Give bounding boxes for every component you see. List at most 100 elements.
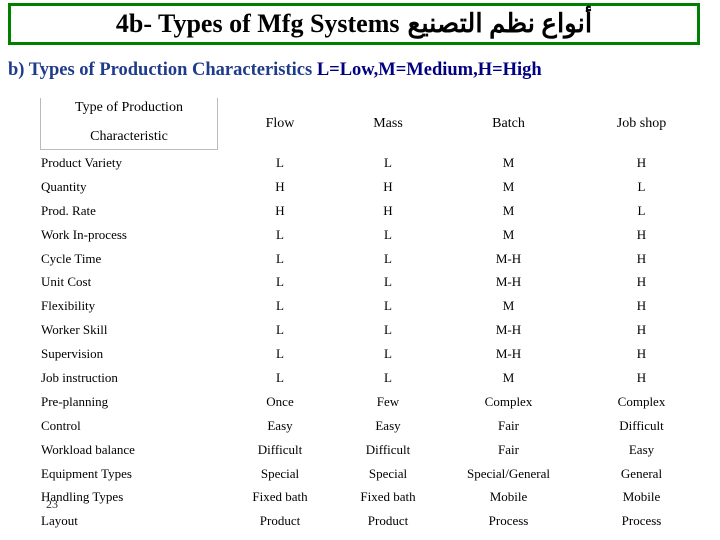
slide-title-arabic: أنواع نظم التصنيع (407, 9, 593, 38)
table-cell: M (502, 154, 515, 170)
table-cell: L (384, 322, 392, 338)
table-cell: M-H (495, 346, 522, 362)
table-row: Quantity H H M L (37, 175, 703, 199)
table-cell: M (502, 298, 515, 314)
table-cell: M (502, 226, 515, 242)
table-cell: L (276, 369, 284, 385)
table-row: Job instruction L L M H (37, 366, 703, 390)
table-cell: L (384, 250, 392, 266)
row-label: Worker Skill (41, 322, 108, 338)
table-cell: M (502, 202, 515, 218)
table-cell: H (636, 274, 647, 290)
slide-subtitle: b) Types of Production Characteristics L… (8, 60, 718, 81)
table-row: Supervision L L M-H H (37, 342, 703, 366)
table-cell: Special/General (466, 465, 550, 481)
column-header: Batch (492, 116, 525, 131)
table-cell: L (384, 298, 392, 314)
column-header: Flow (265, 116, 295, 131)
table-row: Layout Product Product Process Process (37, 509, 703, 533)
table-cell: L (384, 154, 392, 170)
table-cell: Mobile (489, 489, 528, 505)
table-cell: L (384, 226, 392, 242)
row-label: Equipment Types (41, 465, 132, 481)
table-cell: H (636, 298, 647, 314)
table-cell: Process (488, 513, 529, 529)
table-row: Control Easy Easy Fair Difficult (37, 414, 703, 438)
table-corner-header: Type of Production Characteristic (37, 97, 221, 151)
row-label: Work In-process (41, 226, 127, 242)
row-label: Unit Cost (41, 274, 92, 290)
table-cell: Difficult (619, 417, 664, 433)
table-cell: M-H (495, 250, 522, 266)
row-label: Product Variety (41, 154, 122, 170)
table-cell: M (502, 178, 515, 194)
row-label: Quantity (41, 178, 87, 194)
corner-header-line2: Characteristic (90, 129, 168, 144)
table-cell: Process (621, 513, 662, 529)
table-row: Prod. Rate H H M L (37, 199, 703, 223)
row-label: Supervision (41, 346, 104, 362)
table-cell: L (384, 346, 392, 362)
table-row: Handling Types Fixed bath Fixed bath Mobile… (37, 485, 703, 509)
subtitle-text: b) Types of Production Characteristics (8, 60, 313, 80)
table-cell: Complex (484, 393, 533, 409)
column-header: Mass (373, 116, 403, 131)
subtitle-legend: L=Low,M=Medium,H=High (316, 60, 542, 80)
row-label: Job instruction (41, 369, 118, 385)
table-cell: Product (367, 513, 409, 529)
table-cell: L (384, 274, 392, 290)
table-row: Flexibility L L M H (37, 294, 703, 318)
row-label: Workload balance (41, 441, 135, 457)
slide-number: 23 (46, 497, 58, 511)
table-cell: Special (368, 465, 408, 481)
row-label: Pre-planning (41, 393, 109, 409)
table-cell: H (636, 226, 647, 242)
table-cell: Easy (375, 417, 401, 433)
row-label: Flexibility (41, 298, 96, 314)
table-cell: H (636, 369, 647, 385)
table-cell: Fixed bath (360, 489, 416, 505)
table-cell: M-H (495, 322, 522, 338)
table-row: Workload balance Difficult Difficult Fair Ea… (37, 438, 703, 462)
table-cell: L (637, 178, 646, 194)
row-label: Layout (41, 513, 78, 529)
table-cell: Mobile (622, 489, 661, 505)
table-cell: H (383, 202, 393, 218)
table-cell: Special (260, 465, 300, 481)
table-cell: L (276, 322, 284, 338)
slide-title-box: 4b- Types of Mfg Systems أنواع نظم التصن… (8, 3, 700, 45)
table-cell: L (276, 226, 284, 242)
table-cell: L (637, 202, 646, 218)
table-cell: Fair (498, 441, 519, 457)
table-row: Pre-planning Once Few Complex Complex (37, 390, 703, 414)
table-cell: General (620, 465, 663, 481)
table-cell: L (384, 369, 392, 385)
corner-header-line1: Type of Production (75, 100, 183, 115)
table-cell: M (502, 369, 515, 385)
table-cell: Easy (628, 441, 655, 457)
row-label: Cycle Time (41, 250, 102, 266)
table-cell: H (636, 346, 647, 362)
table-cell: L (276, 250, 284, 266)
table-row: Equipment Types Special Special Special/Gen… (37, 462, 703, 486)
table-row: Product Variety L L M H (37, 151, 703, 175)
table-cell: L (276, 346, 284, 362)
row-label: Control (41, 417, 81, 433)
column-header: Job shop (616, 116, 667, 131)
table-cell: Difficult (257, 441, 303, 457)
table-cell: Few (376, 393, 400, 409)
table-cell: Easy (267, 417, 293, 433)
table-cell: H (383, 178, 393, 194)
table-cell: Fixed bath (252, 489, 308, 505)
table-cell: L (276, 154, 284, 170)
table-cell: H (275, 178, 285, 194)
table-cell: Fair (498, 417, 519, 433)
table-cell: Complex (617, 393, 666, 409)
table-cell: L (276, 274, 284, 290)
table-cell: H (275, 202, 285, 218)
production-characteristics-table: Type of Production Characteristic Flow M… (37, 97, 703, 533)
table-row: Worker Skill L L M-H H (37, 318, 703, 342)
table-cell: L (276, 298, 284, 314)
table-row: Cycle Time L L M-H H (37, 247, 703, 271)
table-row: Work In-process L L M H (37, 223, 703, 247)
